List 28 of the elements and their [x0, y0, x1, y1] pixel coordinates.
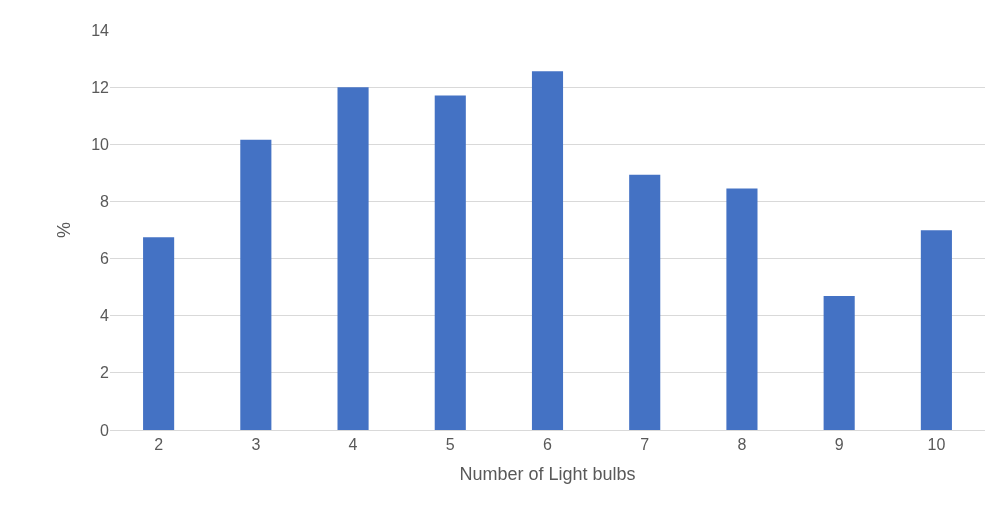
bar	[726, 188, 758, 430]
y-tick-label: 8	[100, 193, 110, 211]
y-axis-title: %	[54, 221, 75, 239]
y-tick-label: 14	[91, 21, 110, 39]
bar	[434, 95, 466, 430]
bar	[240, 139, 272, 430]
x-tick-label: 3	[251, 436, 261, 454]
x-axis-title: Number of Light bulbs	[459, 464, 636, 485]
x-tick-label: 6	[543, 436, 553, 454]
y-tick-label: 0	[100, 421, 110, 439]
y-tick-label: 4	[100, 307, 110, 325]
bar	[920, 230, 952, 430]
y-tick-label: 12	[91, 78, 110, 96]
x-tick-label: 8	[737, 436, 747, 454]
x-tick-label: 5	[445, 436, 455, 454]
bar	[629, 174, 661, 430]
y-tick-label: 6	[100, 250, 110, 268]
bar	[823, 296, 855, 430]
x-tick-label: 7	[640, 436, 650, 454]
bar	[531, 71, 564, 430]
x-tick-label: 9	[834, 436, 844, 454]
y-tick-label: 10	[91, 135, 110, 153]
bar	[337, 87, 369, 430]
x-tick-label: 2	[154, 436, 164, 454]
bar	[143, 237, 175, 430]
y-tick-label: 2	[100, 364, 110, 382]
x-tick-label: 10	[927, 436, 946, 454]
x-tick-label: 4	[348, 436, 358, 454]
